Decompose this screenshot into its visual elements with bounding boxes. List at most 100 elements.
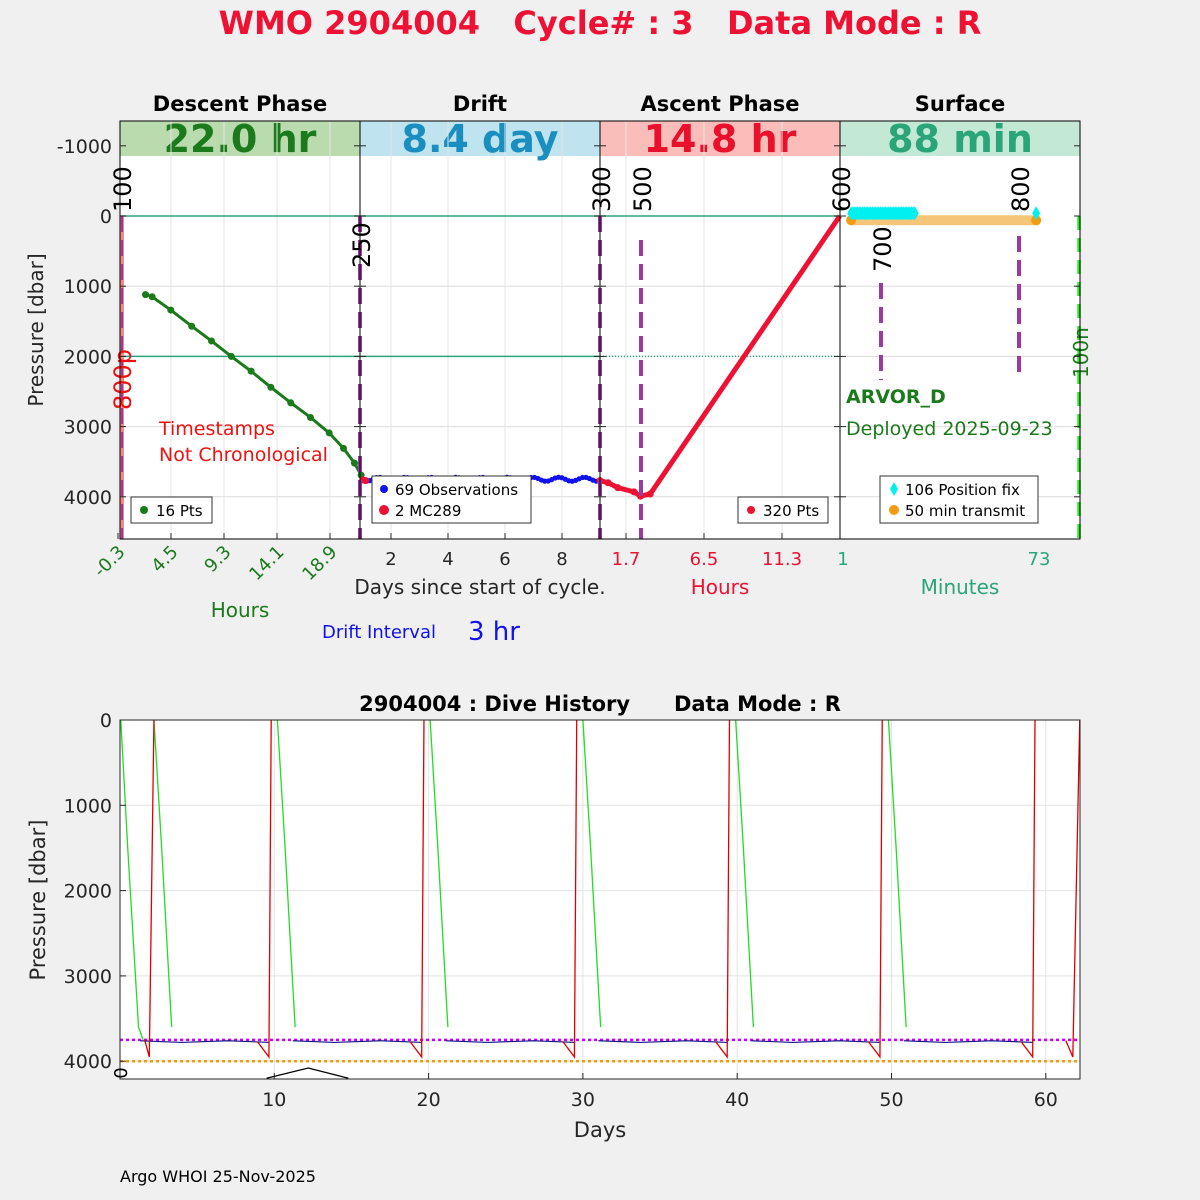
marker-label: 800p xyxy=(109,349,137,410)
descent-legend: 16 Pts xyxy=(130,496,213,524)
deployed-date: Deployed 2025-09-23 xyxy=(846,418,1053,440)
ascent-trace xyxy=(256,719,272,1059)
phase-title: Surface xyxy=(915,92,1005,116)
x-tick-label: 40 xyxy=(725,1089,749,1111)
descent-trace xyxy=(735,719,755,1028)
legend-marker xyxy=(890,482,898,496)
ascent-trace xyxy=(715,719,731,1059)
drift-mc289 xyxy=(362,477,370,485)
descent-point xyxy=(208,337,215,345)
legend-marker xyxy=(889,505,899,515)
y-tick-label: 3000 xyxy=(64,417,112,439)
descent-point xyxy=(307,413,314,421)
history-plot: 2904004 : Dive History Data Mode : R 10 2… xyxy=(26,692,1081,1142)
descent-trace xyxy=(429,719,449,1028)
ascent-xlabel: Hours xyxy=(691,575,750,599)
ascent-point xyxy=(630,488,638,496)
y-tick-label: 0 xyxy=(100,710,112,732)
x-tick-label: 60 xyxy=(1034,1089,1058,1111)
legend-label: 16 Pts xyxy=(156,502,203,520)
descent-trace xyxy=(120,719,144,1041)
x-tick-label: 11.3 xyxy=(762,549,802,570)
ascent-trace xyxy=(144,719,155,1058)
descent-point xyxy=(188,322,196,330)
ascent-trace xyxy=(409,719,425,1059)
ascent-trace xyxy=(562,719,578,1059)
descent-line xyxy=(145,293,363,476)
drift-trace xyxy=(292,1040,423,1044)
phase-duration-band xyxy=(360,121,600,156)
descent-point xyxy=(148,293,156,301)
drift-trace xyxy=(140,1040,270,1044)
ascent-legend: 320 Pts xyxy=(737,496,829,524)
bottom-trace xyxy=(266,1067,349,1079)
descent-trace xyxy=(276,719,296,1028)
legend-marker xyxy=(380,485,388,493)
drift-trace xyxy=(445,1040,576,1044)
descent-trace xyxy=(582,719,602,1028)
legend-label: 320 Pts xyxy=(763,502,819,520)
legend-label: 106 Position fix xyxy=(905,481,1020,499)
marker-label: 500 xyxy=(629,166,657,212)
x-tick-label: 30 xyxy=(571,1089,595,1111)
descent-point xyxy=(167,306,175,314)
phase-duration-band xyxy=(600,121,840,156)
x-tick-label: 8 xyxy=(556,549,567,570)
phase-title: Ascent Phase xyxy=(641,92,800,116)
position-fix xyxy=(910,206,919,221)
drift-trace xyxy=(598,1040,728,1044)
x-tick-label: 4 xyxy=(442,549,453,570)
y-tick-label: 4000 xyxy=(64,487,112,509)
ascent-trace xyxy=(1020,719,1036,1059)
descent-point xyxy=(227,352,235,360)
history-title: 2904004 : Dive History Data Mode : R xyxy=(359,692,841,716)
ascent-point xyxy=(614,484,622,492)
footer-credit: Argo WHOI 25-Nov-2025 xyxy=(120,1167,316,1186)
marker-label: 800 xyxy=(1007,166,1035,212)
descent-point xyxy=(351,459,358,467)
descent-trace xyxy=(887,719,907,1028)
phase-title: Drift xyxy=(453,92,507,116)
timestamps-annotation-line2: Not Chronological xyxy=(159,444,328,466)
descent-point xyxy=(142,291,149,299)
drift-trace xyxy=(751,1040,881,1044)
x-tick-label: -0.3 xyxy=(90,542,130,582)
drift-xlabel: Days since start of cycle. xyxy=(354,575,605,599)
y-tick-label: 2000 xyxy=(64,881,112,903)
drift-interval-label: Drift Interval xyxy=(322,622,436,643)
phase-duration: 14.8 hr xyxy=(644,117,797,161)
legend-label: 50 min transmit xyxy=(905,502,1025,520)
x-tick-label: 18.9 xyxy=(298,542,341,585)
marker-label: 250 xyxy=(348,222,376,268)
phase-duration-band xyxy=(840,121,1080,156)
transmit-point xyxy=(1031,215,1042,226)
y-tick-label: 1000 xyxy=(64,276,112,298)
ascent-point xyxy=(646,490,654,498)
history-ylabel: Pressure [dbar] xyxy=(26,820,50,981)
x-tick-label: 50 xyxy=(879,1089,903,1111)
x-tick-label: 73 xyxy=(1028,549,1051,570)
float-type: ARVOR_D xyxy=(846,386,946,408)
ascent-point xyxy=(604,479,612,487)
marker-label: 300 xyxy=(588,166,616,212)
descent-trace xyxy=(153,719,173,1028)
x-tick-label: 6 xyxy=(499,549,510,570)
phase-title: Descent Phase xyxy=(153,92,327,116)
ascent-trace xyxy=(1065,719,1081,1058)
history-xlabel: Days xyxy=(574,1118,626,1142)
legend-label: 2 MC289 xyxy=(395,502,461,520)
descent-point xyxy=(340,444,347,452)
descent-point xyxy=(267,383,275,391)
y-tick-label: 1000 xyxy=(64,795,112,817)
phase-duration: 8.4 day xyxy=(402,117,559,161)
marker-label: 600 xyxy=(828,166,856,212)
x-tick-label: 6.5 xyxy=(690,549,719,570)
legend-marker xyxy=(747,506,755,514)
position-fix xyxy=(1032,206,1041,221)
drift-interval-value: 3 hr xyxy=(468,617,520,647)
descent-point xyxy=(287,399,295,407)
history-zero-label: 0 xyxy=(111,1067,132,1078)
legend-label: 69 Observations xyxy=(395,481,518,499)
surface-legend: 106 Position fix 50 min transmit xyxy=(879,475,1039,524)
